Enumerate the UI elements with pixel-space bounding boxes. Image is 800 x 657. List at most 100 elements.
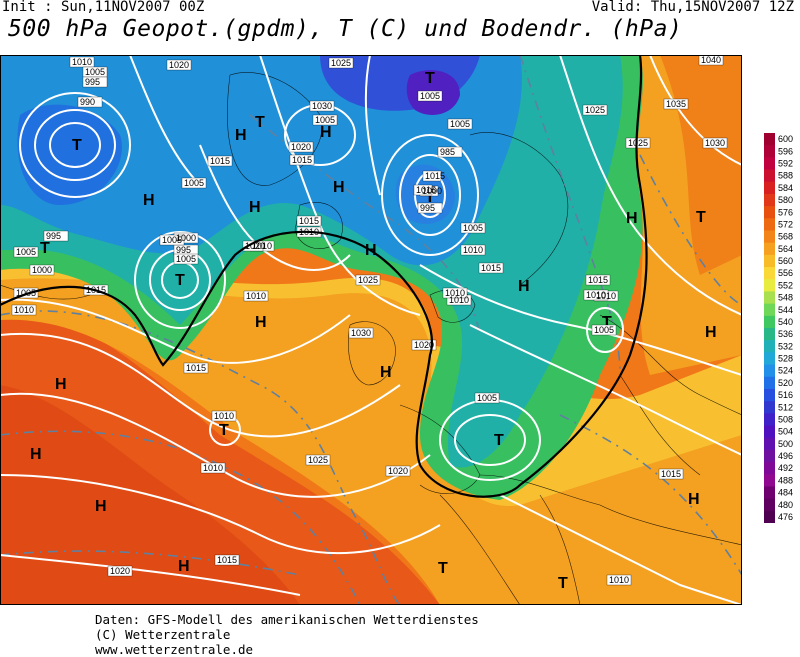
- legend-swatch: [764, 267, 775, 280]
- data-credits: Daten: GFS-Modell des amerikanischen Wet…: [95, 612, 479, 657]
- legend-swatch: [764, 340, 775, 353]
- isobar-value: 1010: [203, 463, 223, 473]
- isobar-value: 1005: [315, 115, 335, 125]
- legend-label: 540: [778, 317, 793, 327]
- legend-label: 516: [778, 390, 793, 400]
- low-marker: T: [255, 114, 265, 131]
- high-marker: H: [235, 127, 247, 144]
- legend-label: 532: [778, 341, 793, 351]
- legend-swatch: [764, 498, 775, 512]
- isobar-value: 1040: [701, 55, 721, 65]
- isobar-value: 1010: [449, 295, 469, 305]
- legend-swatch: [764, 181, 775, 195]
- high-marker: H: [249, 199, 261, 216]
- isobar-value: 1020: [169, 60, 189, 70]
- high-marker: H: [626, 210, 638, 227]
- legend-label: 512: [778, 402, 793, 412]
- high-marker: H: [178, 558, 190, 575]
- legend-swatch: [764, 462, 775, 475]
- isobar-value: 1010: [72, 57, 92, 67]
- isobar-value: 1025: [585, 105, 605, 115]
- isobar-value: 1015: [292, 155, 312, 165]
- isobar-value: 1005: [16, 247, 36, 257]
- legend-label: 504: [778, 427, 793, 437]
- isobar-value: 1010: [586, 290, 606, 300]
- legend-swatch: [764, 133, 775, 146]
- low-marker: T: [219, 422, 229, 439]
- isobar-value: 1005: [463, 223, 483, 233]
- legend-label: 576: [778, 207, 793, 217]
- isobar-value: 1030: [351, 328, 371, 338]
- isobar-value: 1035: [666, 99, 686, 109]
- legend-swatch: [764, 291, 775, 305]
- legend-swatch: [764, 254, 775, 268]
- isobar-value: 1005: [477, 393, 497, 403]
- legend-label: 492: [778, 463, 793, 473]
- data-source: Daten: GFS-Modell des amerikanischen Wet…: [95, 612, 479, 627]
- low-marker: T: [494, 432, 504, 449]
- isobar-value: 995: [420, 203, 435, 213]
- legend-swatch: [764, 145, 775, 158]
- low-marker: T: [602, 314, 612, 331]
- low-marker: T: [438, 560, 448, 577]
- isobar-value: 1010: [463, 245, 483, 255]
- isobar-value: 1020: [245, 241, 265, 251]
- isobar-value: 1005: [162, 235, 182, 245]
- legend-label: 596: [778, 146, 793, 156]
- legend-swatch: [764, 230, 775, 244]
- pressure-systems: T T T T T T T T T T T T H H H H H H H H …: [30, 70, 717, 592]
- high-marker: H: [255, 314, 267, 331]
- high-marker: H: [30, 446, 42, 463]
- isobar-value: 1015: [481, 263, 501, 273]
- isobar-value: 1005: [594, 325, 614, 335]
- isobar-value: 990: [80, 97, 95, 107]
- low-marker: T: [72, 137, 82, 154]
- isobar-value: 1010: [252, 241, 272, 251]
- isobar-value: 1030: [705, 138, 725, 148]
- legend-swatch: [764, 193, 775, 207]
- isobar-value: 1030: [312, 101, 332, 111]
- high-marker: H: [688, 491, 700, 508]
- weather-map: T T T T T T T T T T T T H H H H H H H H …: [0, 55, 742, 605]
- legend-label: 484: [778, 488, 793, 498]
- legend-label: 572: [778, 219, 793, 229]
- isobar-value: 1000: [422, 186, 442, 196]
- legend-swatch: [764, 413, 775, 426]
- legend-swatch: [764, 315, 775, 329]
- legend-label: 548: [778, 293, 793, 303]
- legend-label: 496: [778, 451, 793, 461]
- legend-swatch: [764, 157, 775, 171]
- low-marker: T: [696, 209, 706, 226]
- isobar-value: 1005: [85, 67, 105, 77]
- high-marker: H: [333, 179, 345, 196]
- low-marker: T: [425, 189, 435, 206]
- isobar-value: 995: [85, 77, 100, 87]
- copyright: (C) Wetterzentrale: [95, 627, 231, 642]
- isobar-value: 1025: [628, 138, 648, 148]
- legend-label: 592: [778, 159, 793, 169]
- isobar-value: 1010: [596, 291, 616, 301]
- init-time: Init : Sun,11NOV2007 00Z: [2, 0, 205, 15]
- high-marker: H: [518, 278, 530, 295]
- isobar-value: 1015: [217, 555, 237, 565]
- isobar-value: 1000: [32, 265, 52, 275]
- isobar-value: 1010: [214, 411, 234, 421]
- legend-label: 588: [778, 171, 793, 181]
- chart-title: 500 hPa Geopot.(gpdm), T (C) und Bodendr…: [8, 16, 683, 42]
- isobar-value: 1020: [414, 340, 434, 350]
- high-marker: H: [380, 364, 392, 381]
- high-marker: H: [55, 376, 67, 393]
- legend-label: 560: [778, 256, 793, 266]
- legend-label: 524: [778, 366, 793, 376]
- isobar-value: 1015: [588, 275, 608, 285]
- isobar-value: 1020: [291, 142, 311, 152]
- low-marker: T: [425, 70, 435, 87]
- legend-label: 568: [778, 232, 793, 242]
- isobar-value: 1005: [184, 178, 204, 188]
- isobar-value: 1025: [331, 58, 351, 68]
- isobar-value: 1005: [176, 254, 196, 264]
- high-marker: H: [320, 124, 332, 141]
- isobar-value: 1005: [450, 119, 470, 129]
- legend-label: 520: [778, 378, 793, 388]
- isobar-value: 995: [176, 245, 191, 255]
